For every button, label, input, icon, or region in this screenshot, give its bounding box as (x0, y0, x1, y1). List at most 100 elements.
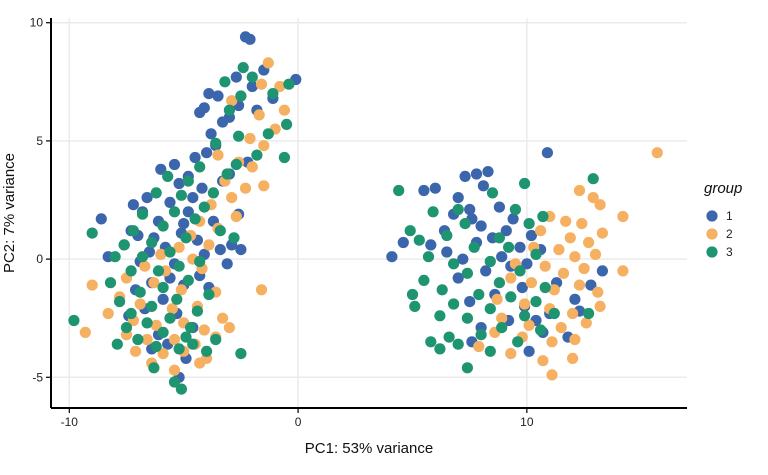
data-point-group-2 (253, 109, 265, 121)
data-point-group-3 (459, 218, 471, 230)
y-tick-label: 0 (36, 252, 43, 266)
data-point-group-1 (482, 166, 494, 178)
data-point-group-3 (461, 267, 473, 279)
data-point-group-1 (230, 71, 242, 83)
data-point-group-3 (125, 265, 137, 277)
data-point-group-3 (486, 187, 499, 199)
data-point-group-3 (461, 312, 473, 324)
data-point-group-1 (493, 201, 505, 213)
data-point-group-2 (525, 277, 538, 289)
data-point-group-3 (150, 187, 162, 199)
data-point-group-3 (278, 151, 290, 164)
legend-key-1 (706, 210, 718, 222)
data-point-group-2 (239, 182, 252, 194)
data-point-group-2 (505, 348, 517, 360)
data-point-group-2 (198, 324, 210, 336)
data-point-group-2 (230, 210, 242, 223)
data-point-group-3 (127, 225, 139, 237)
data-point-group-2 (262, 57, 274, 69)
data-point-group-2 (537, 355, 549, 367)
data-point-group-3 (125, 307, 137, 320)
data-point-group-1 (425, 239, 437, 251)
data-point-group-2 (594, 199, 606, 211)
y-tick-label: -5 (32, 370, 43, 384)
data-point-group-3 (461, 362, 473, 374)
data-point-group-3 (473, 288, 485, 301)
data-point-group-2 (79, 326, 91, 338)
data-point-group-3 (111, 338, 123, 350)
data-point-group-3 (505, 291, 517, 303)
data-point-group-3 (246, 71, 258, 83)
data-point-group-1 (523, 345, 535, 357)
data-point-group-3 (530, 296, 542, 308)
data-point-group-3 (136, 208, 149, 220)
data-point-group-2 (173, 241, 185, 253)
data-point-group-3 (503, 241, 515, 253)
data-point-group-3 (583, 307, 595, 320)
data-point-group-3 (519, 177, 531, 190)
data-point-group-2 (175, 284, 187, 296)
data-point-group-3 (157, 220, 169, 232)
data-point-group-2 (548, 284, 560, 296)
data-point-group-3 (530, 248, 542, 260)
data-point-group-3 (152, 265, 165, 277)
data-point-group-2 (557, 267, 570, 279)
data-point-group-3 (267, 88, 279, 100)
data-point-group-3 (189, 213, 201, 225)
data-point-group-2 (274, 80, 286, 93)
data-point-group-3 (150, 340, 162, 353)
data-point-group-1 (168, 158, 181, 171)
data-point-group-3 (512, 336, 524, 348)
data-point-group-3 (493, 232, 505, 244)
data-point-group-1 (480, 265, 492, 277)
data-point-group-2 (592, 286, 604, 298)
data-point-group-1 (212, 90, 224, 102)
data-point-group-1 (541, 147, 554, 159)
data-point-group-3 (514, 265, 526, 277)
data-point-group-3 (148, 362, 160, 374)
data-point-group-3 (141, 317, 153, 329)
data-point-group-2 (546, 336, 558, 348)
data-point-group-1 (464, 203, 476, 216)
data-point-group-2 (564, 232, 576, 244)
data-point-group-3 (223, 104, 235, 116)
legend-label-3: 3 (726, 245, 733, 259)
data-point-group-3 (210, 333, 222, 346)
x-axis-title: PC1: 53% variance (305, 440, 433, 457)
data-point-group-1 (182, 206, 194, 218)
data-point-group-1 (196, 182, 208, 194)
axis-ticks: -10 0 10 -5 0 5 10 (30, 16, 534, 429)
data-point-group-3 (233, 130, 245, 142)
legend-label-2: 2 (726, 227, 733, 241)
data-point-group-1 (585, 279, 597, 291)
data-point-group-2 (580, 317, 592, 329)
data-point-group-1 (452, 192, 464, 204)
data-point-group-2 (573, 279, 586, 291)
data-point-group-1 (507, 213, 519, 225)
data-point-group-2 (617, 265, 629, 277)
data-point-group-3 (194, 255, 206, 268)
data-point-group-1 (246, 80, 258, 93)
data-point-group-3 (191, 305, 203, 317)
data-point-group-3 (203, 288, 215, 301)
data-point-group-3 (509, 203, 521, 216)
data-point-group-2 (569, 251, 581, 263)
data-point-group-3 (235, 348, 247, 360)
data-point-group-3 (210, 137, 222, 149)
data-point-group-1 (470, 168, 483, 180)
data-point-group-2 (519, 298, 531, 310)
data-point-group-3 (496, 322, 508, 334)
data-point-group-3 (207, 187, 219, 199)
data-point-group-2 (587, 192, 599, 204)
data-point-group-1 (164, 196, 176, 208)
data-point-group-2 (150, 319, 162, 331)
data-point-group-3 (109, 251, 121, 263)
data-point-group-2 (576, 218, 588, 230)
legend: group 1 2 3 (704, 180, 742, 259)
data-point-group-1 (429, 182, 441, 194)
data-point-group-3 (180, 232, 192, 244)
data-point-group-3 (404, 225, 416, 237)
data-point-group-1 (569, 293, 581, 305)
